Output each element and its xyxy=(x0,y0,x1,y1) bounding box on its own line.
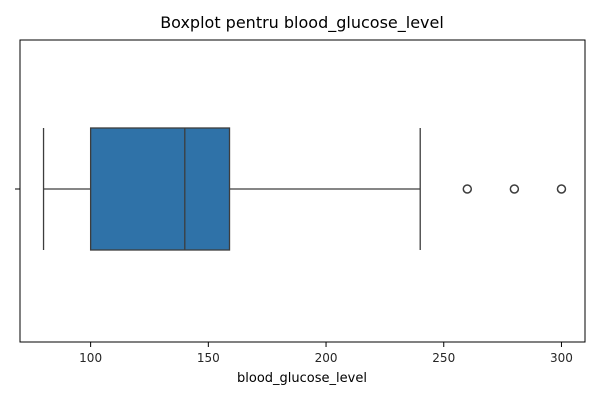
x-axis-label: blood_glucose_level xyxy=(237,371,367,386)
outlier-point xyxy=(509,184,520,194)
x-tick-label: 100 xyxy=(79,351,102,365)
plot-area xyxy=(42,127,567,251)
outlier-point xyxy=(462,184,473,194)
plot-frame xyxy=(19,39,586,343)
x-tick-label: 150 xyxy=(197,351,220,365)
x-tick-label: 250 xyxy=(432,351,455,365)
chart-title: Boxplot pentru blood_glucose_level xyxy=(160,13,444,33)
x-axis: 100 150 200 250 300 xyxy=(15,39,586,365)
x-tick-label: 300 xyxy=(550,351,573,365)
outlier-point xyxy=(556,184,567,194)
x-tick-label: 200 xyxy=(315,351,338,365)
iqr-box xyxy=(89,127,231,251)
